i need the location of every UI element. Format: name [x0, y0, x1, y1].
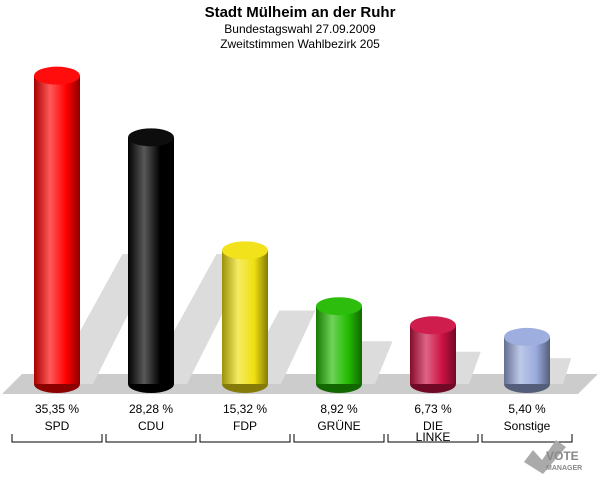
- category-bracket-spd: [11, 434, 103, 443]
- category-bracket-die-linke: [387, 434, 479, 443]
- category-label-sonstige: Sonstige: [504, 419, 551, 433]
- category-label-spd: SPD: [45, 419, 70, 433]
- chart-header: Stadt Mülheim an der Ruhr Bundestagswahl…: [0, 4, 600, 52]
- value-label-fdp: 15,32 %: [223, 402, 267, 416]
- logo-text-manager: MANAGER: [546, 465, 582, 472]
- vote-manager-logo: VOTE MANAGER: [524, 440, 582, 474]
- value-label-cdu: 28,28 %: [129, 402, 173, 416]
- category-label-fdp: FDP: [233, 419, 257, 433]
- chart-title: Stadt Mülheim an der Ruhr: [204, 4, 396, 21]
- bar-cdu: [128, 128, 174, 393]
- bar-gruene: [316, 297, 362, 393]
- bar-fdp: [222, 241, 268, 393]
- bar-sonstige: [504, 327, 550, 393]
- category-label-gruene: GRÜNE: [317, 419, 360, 433]
- category-bracket-gruene: [293, 434, 385, 443]
- bar-die-linke: [410, 316, 456, 393]
- value-label-die-linke: 6,73 %: [414, 402, 452, 416]
- category-label-die-linke: DIE LINKE: [416, 419, 451, 444]
- chart-subtitle-district: Zweitstimmen Wahlbezirk 205: [220, 37, 380, 51]
- category-bracket-fdp: [199, 434, 291, 443]
- value-label-gruene: 8,92 %: [320, 402, 358, 416]
- value-label-sonstige: 5,40 %: [508, 402, 546, 416]
- logo-text-vote: VOTE: [546, 449, 579, 463]
- category-label-cdu: CDU: [138, 419, 164, 433]
- bar-spd: [34, 66, 80, 393]
- category-bracket-cdu: [105, 434, 197, 443]
- checkmark-icon: [524, 440, 566, 474]
- chart-subtitle-election: Bundestagswahl 27.09.2009: [224, 22, 376, 36]
- value-label-spd: 35,35 %: [35, 402, 79, 416]
- category-bracket-sonstige: [481, 434, 573, 443]
